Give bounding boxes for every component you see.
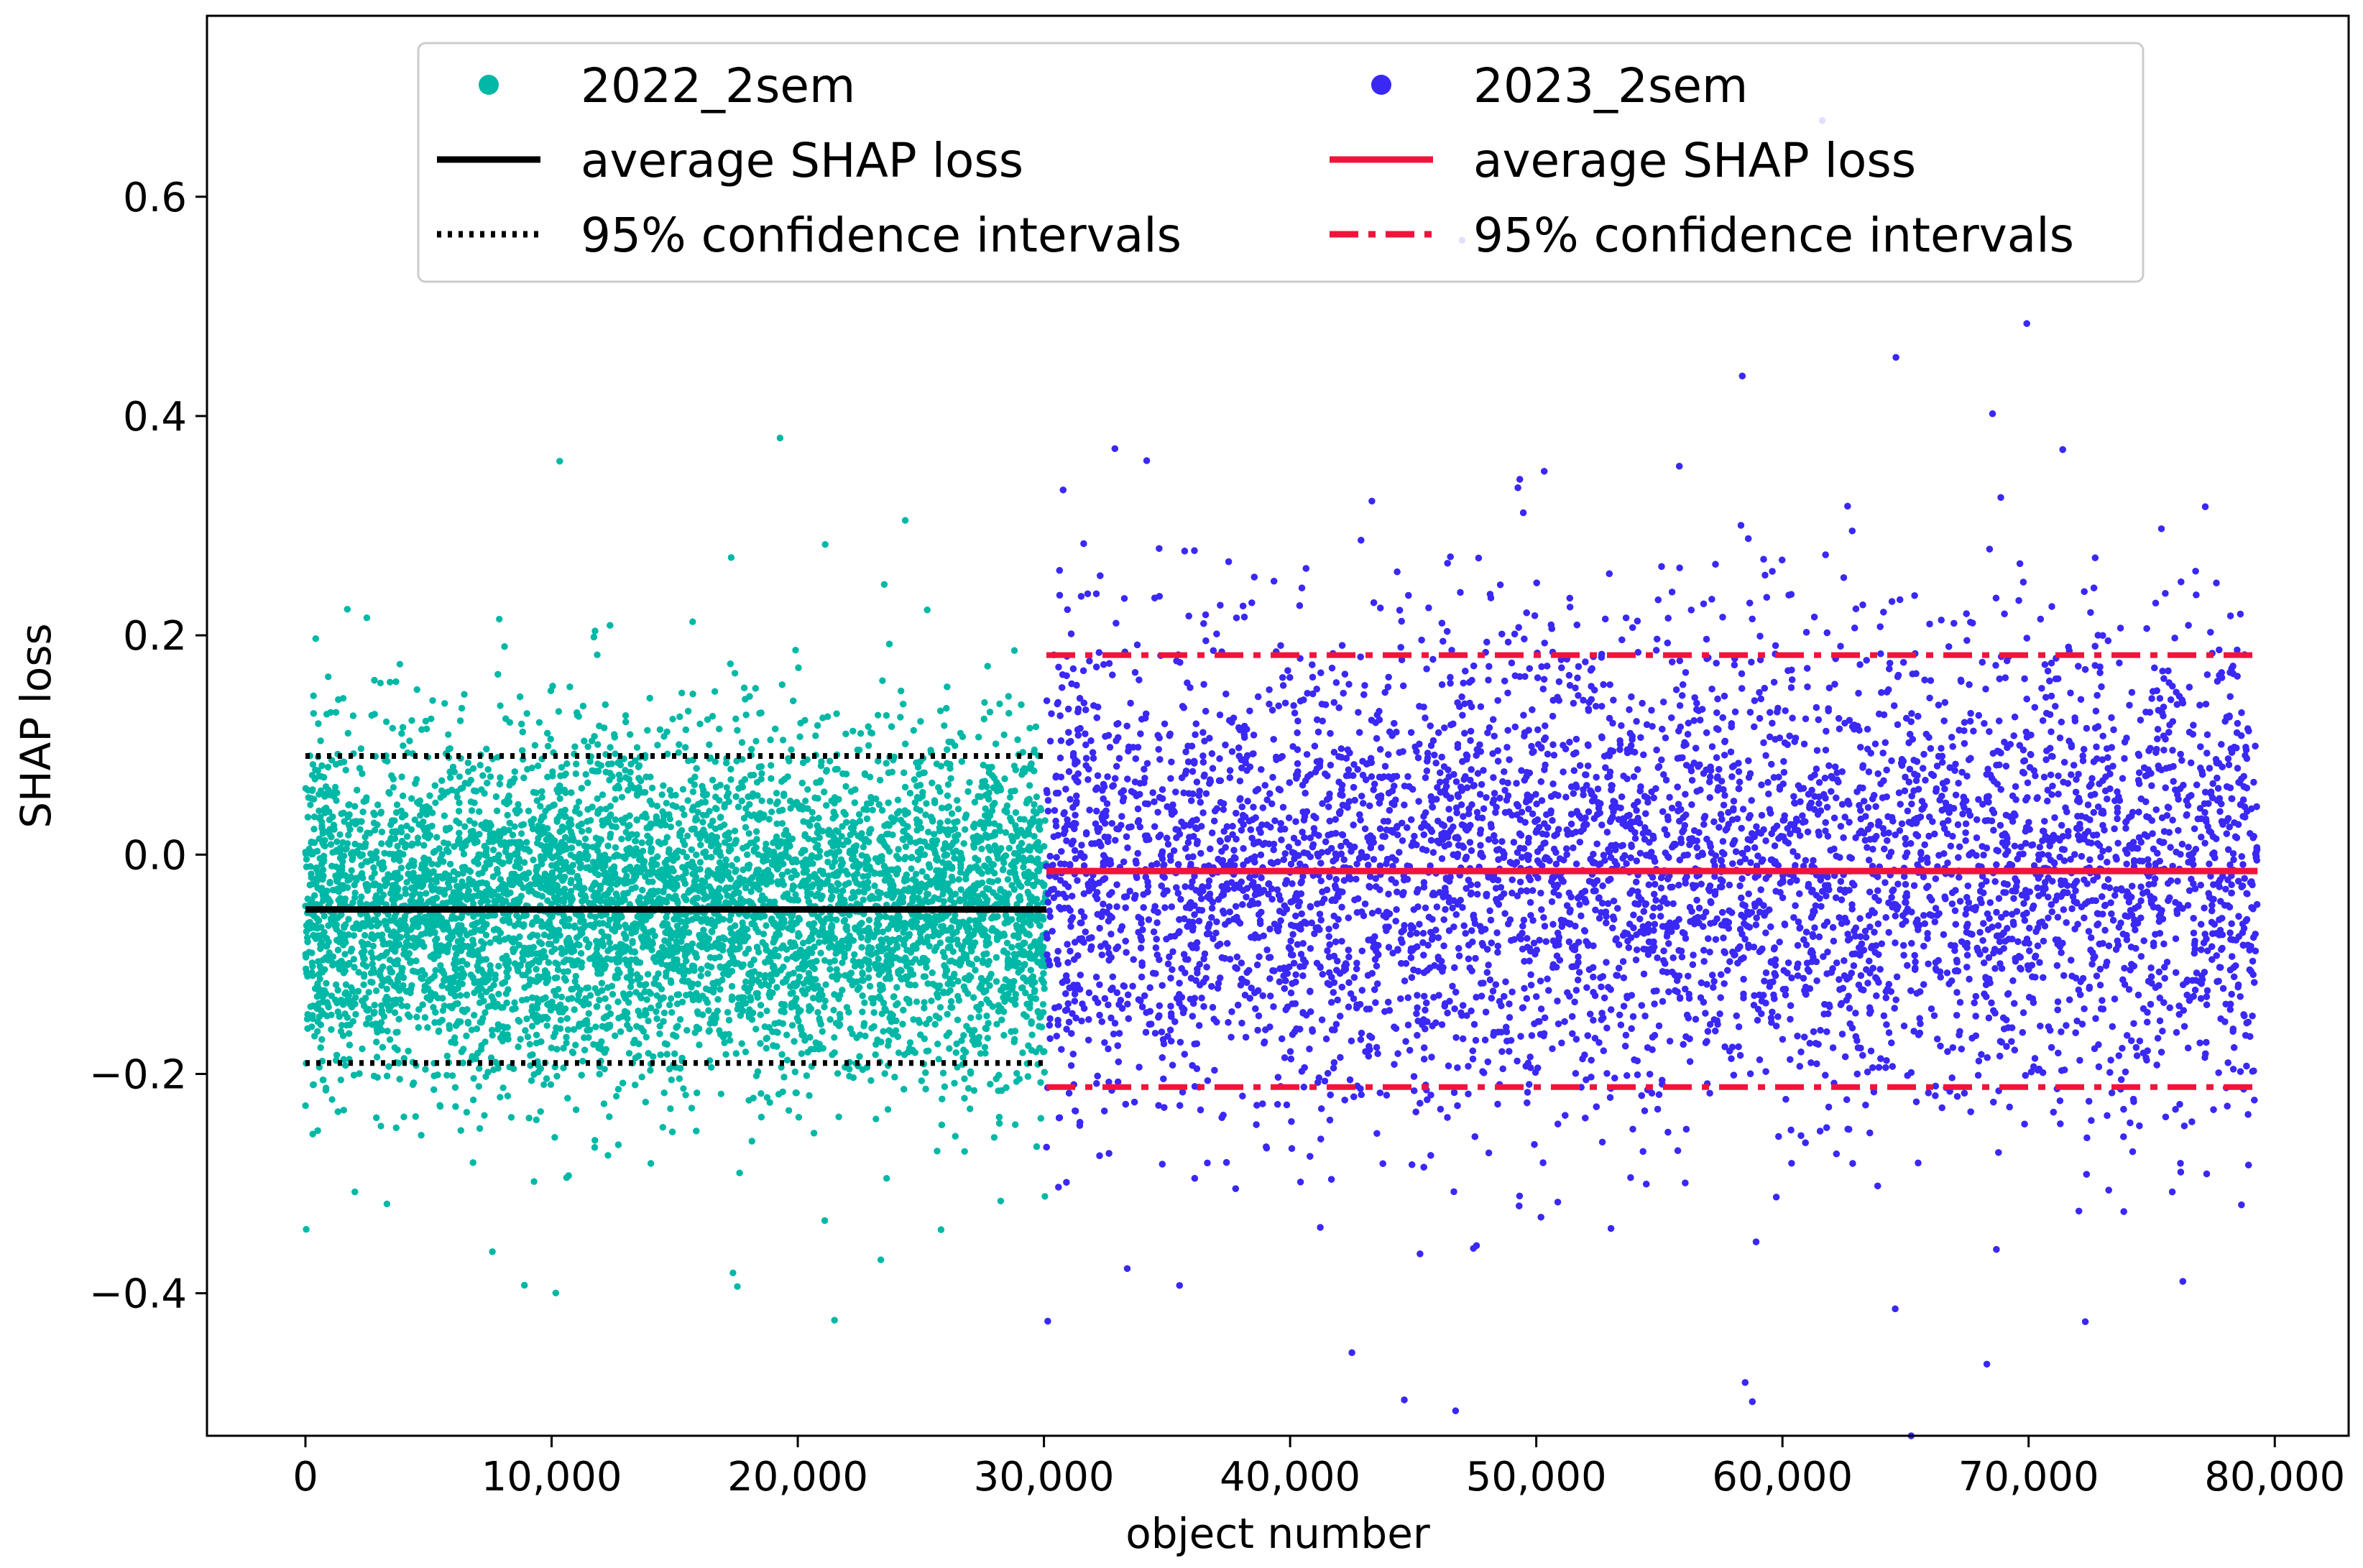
scatter-point: [613, 1092, 620, 1100]
scatter-point: [543, 1022, 551, 1029]
series-2022_2sem: [302, 434, 1050, 1324]
scatter-point: [831, 1034, 838, 1041]
scatter-point: [954, 977, 962, 985]
scatter-point: [680, 1085, 687, 1092]
scatter-point: [875, 711, 882, 719]
scatter-point: [768, 808, 775, 816]
scatter-point: [497, 702, 504, 709]
scatter-point: [481, 1112, 488, 1119]
scatter-point: [557, 1016, 564, 1024]
scatter-point: [1006, 793, 1014, 801]
scatter-point: [321, 928, 328, 936]
scatter-point: [849, 957, 857, 964]
scatter-point: [489, 1032, 496, 1039]
scatter-point: [497, 1094, 504, 1101]
scatter-point: [526, 1041, 533, 1048]
scatter-point: [880, 1028, 887, 1035]
scatter-point: [752, 737, 760, 744]
scatter-point: [622, 829, 630, 836]
scatter-point: [633, 744, 641, 751]
scatter-point: [830, 1007, 837, 1014]
scatter-point: [338, 1022, 346, 1029]
scatter-point: [468, 1026, 476, 1033]
scatter-point: [417, 812, 424, 819]
scatter-point: [717, 1090, 724, 1097]
scatter-point: [872, 1115, 880, 1122]
scatter-point: [496, 615, 503, 623]
scatter-point: [307, 801, 314, 808]
scatter-point: [802, 797, 809, 805]
scatter-point: [456, 773, 464, 780]
scatter-point: [1013, 1070, 1021, 1077]
scatter-point: [981, 698, 988, 706]
scatter-point: [684, 832, 691, 839]
scatter-point: [763, 840, 770, 847]
scatter-point: [895, 1049, 903, 1056]
scatter-point: [618, 793, 626, 801]
scatter-point: [377, 679, 384, 687]
scatter-point: [538, 793, 545, 801]
scatter-point: [396, 660, 404, 668]
scatter-point: [935, 1056, 942, 1063]
scatter-point: [804, 786, 811, 793]
scatter-point: [763, 1007, 770, 1015]
scatter-point: [908, 865, 915, 872]
scatter-point: [977, 1050, 984, 1057]
scatter-point: [550, 1033, 557, 1041]
scatter-point: [558, 993, 566, 1000]
scatter-point: [792, 891, 799, 898]
scatter-point: [432, 799, 439, 806]
scatter-point: [383, 718, 390, 726]
scatter-point: [1041, 1193, 1049, 1200]
scatter-point: [528, 764, 535, 772]
scatter-point: [471, 820, 478, 827]
scatter-point: [445, 731, 452, 738]
scatter-point: [913, 998, 921, 1005]
scatter-point: [624, 1015, 631, 1023]
scatter-point: [699, 811, 707, 818]
scatter-point: [390, 784, 397, 791]
scatter-point: [336, 831, 344, 838]
scatter-point: [457, 992, 464, 999]
scatter-point: [518, 830, 525, 837]
scatter-point: [668, 995, 675, 1002]
scatter-point: [377, 1122, 384, 1130]
scatter-point: [538, 788, 545, 795]
scatter-point: [723, 784, 730, 791]
scatter-point: [540, 1081, 548, 1088]
scatter-points: [302, 117, 2261, 1439]
scatter-point: [982, 1050, 989, 1057]
scatter-point: [328, 1096, 336, 1103]
scatter-point: [669, 716, 676, 723]
scatter-point: [314, 1028, 321, 1035]
scatter-point: [851, 963, 859, 970]
scatter-point: [1039, 1001, 1047, 1008]
scatter-point: [499, 1084, 507, 1092]
